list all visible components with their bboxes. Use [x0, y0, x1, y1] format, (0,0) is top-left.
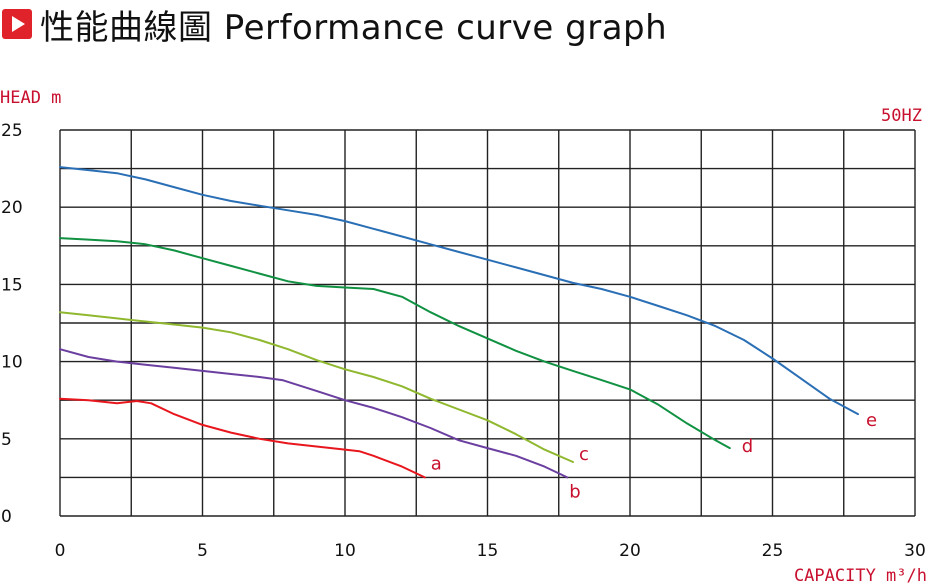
frequency-label: 50HZ [881, 106, 922, 126]
curve-label-b: b [569, 481, 580, 502]
y-tick-label-5: 5 [1, 430, 12, 450]
y-tick-label-20: 20 [1, 198, 23, 218]
x-tick-label-5: 5 [197, 541, 208, 561]
x-tick-label-15: 15 [477, 541, 499, 561]
y-tick-label-15: 15 [1, 275, 23, 295]
x-tick-label-10: 10 [334, 541, 356, 561]
page-header: 性能曲線圖 Performance curve graph [2, 0, 667, 48]
chart-ticks: 0 5 10 15 20 25 30 0 5 10 15 20 25 [1, 121, 926, 561]
x-tick-label-0: 0 [55, 541, 66, 561]
y-tick-label-10: 10 [1, 353, 23, 373]
curve-label-d: d [742, 436, 753, 457]
curve-e [59, 166, 859, 416]
curve-d [59, 237, 731, 450]
curve-a [59, 397, 426, 479]
chart-grid [59, 129, 916, 517]
curve-b [59, 348, 569, 479]
play-icon [2, 9, 32, 39]
y-axis-label: HEAD m [0, 88, 61, 108]
chart-curves: a bc d e [59, 166, 877, 502]
curve-label-e: e [866, 410, 877, 431]
curve-c [59, 311, 574, 463]
curve-label-a: a [431, 453, 442, 474]
page-title: 性能曲線圖 Performance curve graph [40, 7, 668, 48]
x-tick-label-25: 25 [762, 541, 784, 561]
x-axis-label: CAPACITY m³/h [794, 566, 927, 586]
y-tick-label-25: 25 [1, 121, 23, 141]
chart-labels: HEAD m 50HZ CAPACITY m³/h [0, 88, 927, 586]
x-tick-label-30: 30 [904, 541, 926, 561]
y-tick-label-0: 0 [1, 507, 12, 527]
x-tick-label-20: 20 [619, 541, 641, 561]
curve-label-c: c [579, 444, 589, 465]
